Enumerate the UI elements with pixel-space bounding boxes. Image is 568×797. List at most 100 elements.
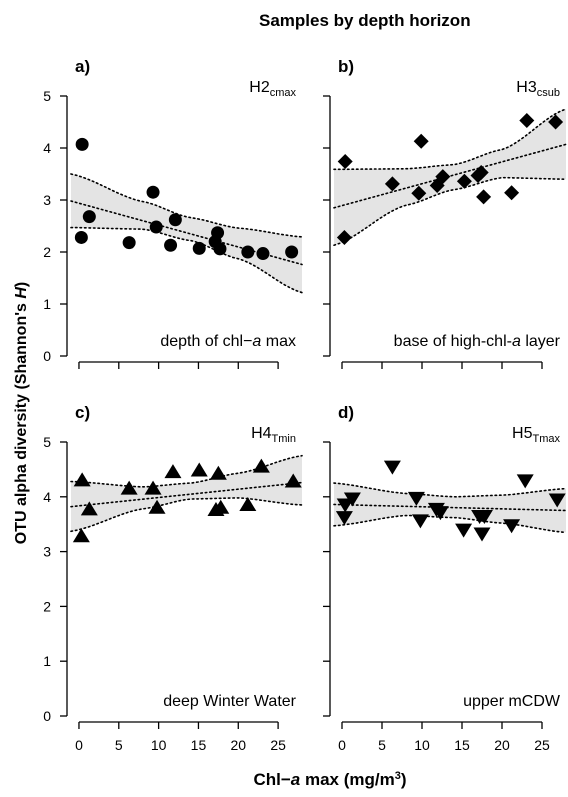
y-tick-label: 4 [43, 489, 51, 505]
data-point [73, 472, 91, 487]
y-tick-label: 2 [43, 244, 51, 260]
fit-line [333, 503, 567, 512]
data-point [209, 465, 227, 480]
data-point [336, 229, 352, 245]
panel-description: base of high-chl-a layer [394, 333, 561, 350]
data-point [473, 527, 491, 542]
y-axis-label: OTU alpha diversity (Shannon's H) [13, 282, 30, 545]
panel-letter: d) [338, 403, 354, 422]
y-tick-label: 0 [43, 708, 51, 724]
data-point [122, 236, 136, 250]
data-point [80, 501, 98, 516]
y-tick-label: 1 [43, 296, 51, 312]
horizon-label: H5Tmax [512, 425, 560, 445]
y-tick-label: 1 [43, 653, 51, 669]
data-point [75, 137, 89, 151]
x-tick-label: 20 [494, 737, 510, 753]
data-point [411, 185, 427, 201]
data-point [211, 226, 225, 240]
data-point [239, 497, 257, 512]
data-point [212, 499, 230, 514]
y-tick-label: 3 [43, 192, 51, 208]
ci-lower-line [70, 497, 303, 533]
data-point [475, 509, 493, 524]
data-point [190, 462, 208, 477]
panel-letter: a) [75, 57, 90, 76]
y-tick-label: 0 [43, 348, 51, 364]
horizon-label: H4Tmin [251, 425, 296, 445]
data-point [213, 242, 227, 256]
data-point [164, 464, 182, 479]
horizon-label: H2cmax [249, 79, 296, 99]
data-point [343, 492, 361, 507]
data-point [384, 176, 400, 192]
data-point [335, 511, 353, 526]
data-point [256, 247, 270, 261]
data-point [144, 480, 162, 495]
x-tick-label: 0 [75, 737, 83, 753]
data-point [149, 220, 163, 234]
data-point [72, 528, 90, 543]
data-point [516, 474, 534, 489]
x-tick-label: 25 [534, 737, 550, 753]
ci-lower-line [333, 176, 567, 246]
x-tick-label: 10 [151, 737, 167, 753]
data-point [252, 458, 270, 473]
data-point [146, 185, 160, 199]
panel-c: 0 1 2 3 4 5 0 5 10 15 20 25 c) H4Tmin deep Winter Wate… [43, 403, 303, 753]
data-point [456, 173, 472, 189]
data-point [411, 514, 429, 529]
panel-description: upper mCDW [463, 693, 561, 710]
horizon-label: H3csub [516, 79, 560, 99]
x-tick-label: 5 [115, 737, 123, 753]
panel-a: 0 1 2 3 4 5 a) H2cmax depth of chl−a max [43, 57, 303, 369]
data-point [548, 493, 566, 508]
data-point [337, 154, 353, 170]
data-point [435, 169, 451, 185]
data-point [164, 238, 178, 252]
data-point [168, 213, 182, 227]
confidence-band [71, 455, 302, 532]
x-axis-label: Chl−a max (mg/m3) [253, 770, 406, 789]
data-point [504, 185, 520, 201]
y-tick-label: 3 [43, 544, 51, 560]
data-point [431, 506, 449, 521]
data-point [548, 114, 564, 130]
fit-line [333, 143, 567, 209]
data-point [192, 241, 206, 255]
ci-upper-line [333, 108, 567, 171]
data-point [519, 112, 535, 128]
data-point [284, 473, 302, 488]
y-tick-label: 5 [43, 434, 51, 450]
data-point [407, 491, 425, 506]
data-point [241, 245, 255, 259]
ci-upper-line [333, 482, 567, 498]
ci-upper-line [70, 173, 303, 238]
data-point [476, 189, 492, 205]
panel-b: b) H3csub base of high-chl-a layer [323, 57, 567, 369]
data-point [413, 133, 429, 149]
fit-line [70, 481, 303, 508]
chart-title: Samples by depth horizon [259, 11, 471, 30]
panels: 0 1 2 3 4 5 a) H2cmax depth of chl−a max b) H3csub… [43, 57, 567, 753]
y-tick-label: 4 [43, 140, 51, 156]
confidence-band [334, 483, 566, 533]
x-tick-label: 20 [230, 737, 246, 753]
panel-description: depth of chl−a max [160, 333, 296, 350]
data-point [383, 460, 401, 475]
data-point [120, 480, 138, 495]
ci-lower-line [333, 514, 567, 534]
data-point [455, 523, 473, 538]
data-point [148, 499, 166, 514]
y-tick-label: 2 [43, 598, 51, 614]
x-tick-label: 15 [454, 737, 470, 753]
ci-lower-line [70, 226, 303, 294]
x-tick-label: 10 [414, 737, 430, 753]
panel-d: 0 5 10 15 20 25 d) H5Tmax upper mCDW [323, 403, 567, 753]
x-tick-label: 0 [338, 737, 346, 753]
panel-letter: c) [75, 403, 90, 422]
data-point [503, 519, 521, 534]
data-point [285, 245, 299, 259]
x-tick-label: 15 [191, 737, 207, 753]
